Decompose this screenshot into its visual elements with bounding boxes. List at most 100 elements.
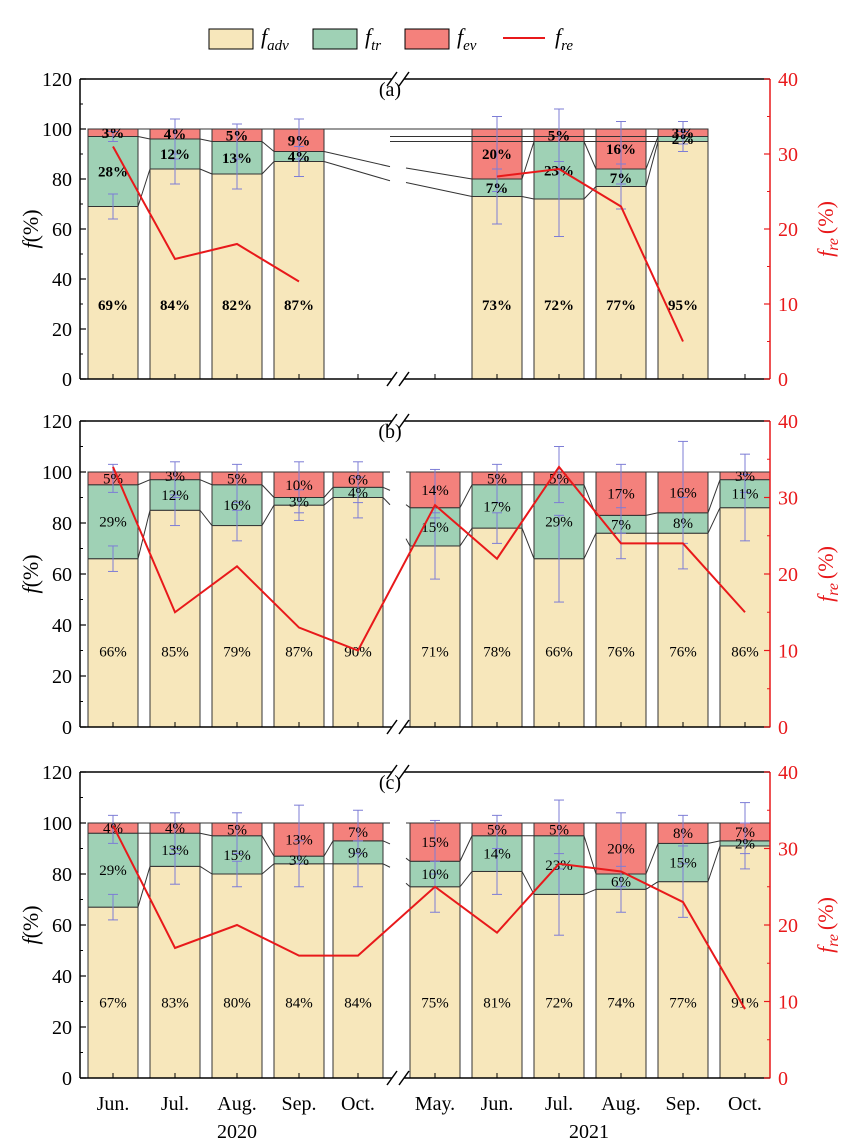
bar-adv bbox=[657, 141, 709, 380]
left-tick-label: 60 bbox=[52, 219, 72, 241]
connector-line bbox=[521, 871, 535, 895]
x-axis-labels: Jun. Jul. Aug. Sep. Oct. May. Jun. Jul. Aug. Sep.… bbox=[97, 1093, 762, 1143]
bar-adv bbox=[273, 863, 325, 1079]
x-tick-label: Sep. bbox=[282, 1093, 317, 1115]
label-ev: 16% bbox=[606, 142, 636, 158]
axis-break bbox=[386, 1070, 398, 1086]
bar-adv bbox=[332, 497, 384, 728]
label-adv: 75% bbox=[421, 996, 449, 1012]
bar-adv bbox=[87, 906, 139, 1079]
connector-line bbox=[323, 151, 391, 168]
label-tr: 3% bbox=[289, 494, 309, 510]
left-tick-label: 80 bbox=[52, 864, 72, 886]
legend-swatch-adv bbox=[208, 28, 254, 50]
legend-swatch-ev bbox=[404, 28, 450, 50]
connector-line bbox=[261, 504, 275, 526]
connector-line bbox=[261, 835, 275, 857]
label-adv: 76% bbox=[607, 645, 635, 661]
axis-break bbox=[386, 413, 398, 429]
bar-adv bbox=[149, 168, 201, 380]
label-ev: 10% bbox=[285, 478, 313, 494]
left-tick-label: 20 bbox=[52, 319, 72, 341]
connector-line bbox=[459, 527, 473, 547]
right-tick-label: 30 bbox=[778, 839, 798, 861]
left-axis-title: f(%) bbox=[18, 554, 43, 593]
label-adv: 78% bbox=[483, 645, 511, 661]
label-tr: 9% bbox=[348, 845, 368, 861]
label-tr: 15% bbox=[223, 848, 251, 864]
label-adv: 66% bbox=[545, 645, 573, 661]
label-tr: 14% bbox=[483, 847, 511, 863]
re-line bbox=[112, 825, 746, 1010]
connector-line bbox=[645, 843, 659, 875]
connector-line bbox=[459, 871, 473, 888]
x-tick-label: Jun. bbox=[97, 1093, 130, 1115]
left-tick-label: 100 bbox=[42, 462, 72, 484]
x-tick-label: May. bbox=[415, 1093, 455, 1115]
x-tick-label: Sep. bbox=[666, 1093, 701, 1115]
legend-label-re: fre bbox=[555, 24, 573, 54]
legend-label-tr: ftr bbox=[365, 24, 381, 54]
bar-adv bbox=[595, 186, 647, 380]
label-tr: 12% bbox=[161, 488, 189, 504]
left-tick-label: 80 bbox=[52, 513, 72, 535]
connector-line bbox=[645, 881, 659, 890]
right-axis-title: fre(%) bbox=[813, 201, 842, 257]
connector-line bbox=[382, 840, 391, 845]
label-adv: 73% bbox=[482, 298, 512, 314]
label-adv: 72% bbox=[544, 298, 574, 314]
right-tick-label: 10 bbox=[778, 992, 798, 1014]
left-tick-label: 60 bbox=[52, 564, 72, 586]
x-tick-label: Oct. bbox=[341, 1093, 375, 1115]
label-adv: 86% bbox=[731, 645, 759, 661]
label-adv: 84% bbox=[344, 996, 372, 1012]
connector-line bbox=[583, 141, 597, 170]
label-tr: 29% bbox=[545, 515, 573, 531]
axis-break bbox=[398, 371, 410, 387]
connector-line bbox=[199, 479, 213, 486]
left-tick-label: 80 bbox=[52, 169, 72, 191]
label-ev: 8% bbox=[673, 826, 693, 842]
connector-line bbox=[137, 479, 151, 486]
right-tick-label: 40 bbox=[778, 411, 798, 433]
connector-line bbox=[199, 138, 213, 142]
left-axis-title: f(%) bbox=[18, 209, 43, 248]
bar-adv bbox=[719, 507, 771, 728]
label-adv: 69% bbox=[98, 298, 128, 314]
left-tick-label: 120 bbox=[42, 411, 72, 433]
right-tick-label: 0 bbox=[778, 1068, 788, 1090]
connector-line bbox=[323, 486, 334, 498]
connector-line bbox=[261, 161, 275, 175]
label-tr: 6% bbox=[611, 875, 631, 891]
connector-line bbox=[645, 512, 659, 516]
axis-break bbox=[398, 764, 410, 780]
label-ev: 13% bbox=[285, 833, 313, 849]
connector-line bbox=[405, 882, 411, 888]
bar-adv bbox=[149, 865, 201, 1079]
x-tick-label: Jun. bbox=[481, 1093, 514, 1115]
label-ev: 5% bbox=[227, 471, 247, 487]
connector-line bbox=[137, 136, 151, 140]
label-adv: 84% bbox=[285, 996, 313, 1012]
label-ev: 3% bbox=[735, 469, 755, 485]
bar-adv bbox=[409, 886, 461, 1079]
x-tick-label: Jul. bbox=[161, 1093, 189, 1115]
label-tr: 4% bbox=[288, 150, 311, 166]
connector-line bbox=[261, 863, 275, 875]
connector-line bbox=[707, 479, 721, 513]
label-ev: 6% bbox=[348, 473, 368, 489]
right-tick-label: 20 bbox=[778, 564, 798, 586]
left-tick-label: 20 bbox=[52, 1017, 72, 1039]
left-tick-label: 120 bbox=[42, 69, 72, 91]
x-year-label: 2020 bbox=[217, 1121, 257, 1143]
label-tr: 23% bbox=[545, 858, 573, 874]
label-adv: 76% bbox=[669, 645, 697, 661]
right-tick-label: 40 bbox=[778, 69, 798, 91]
connector-line bbox=[459, 835, 473, 862]
label-ev: 3% bbox=[102, 126, 125, 142]
re-line bbox=[496, 167, 684, 342]
label-tr: 8% bbox=[673, 516, 693, 532]
right-axis-title: fre(%) bbox=[813, 546, 842, 602]
right-tick-label: 10 bbox=[778, 641, 798, 663]
label-ev: 17% bbox=[607, 487, 635, 503]
